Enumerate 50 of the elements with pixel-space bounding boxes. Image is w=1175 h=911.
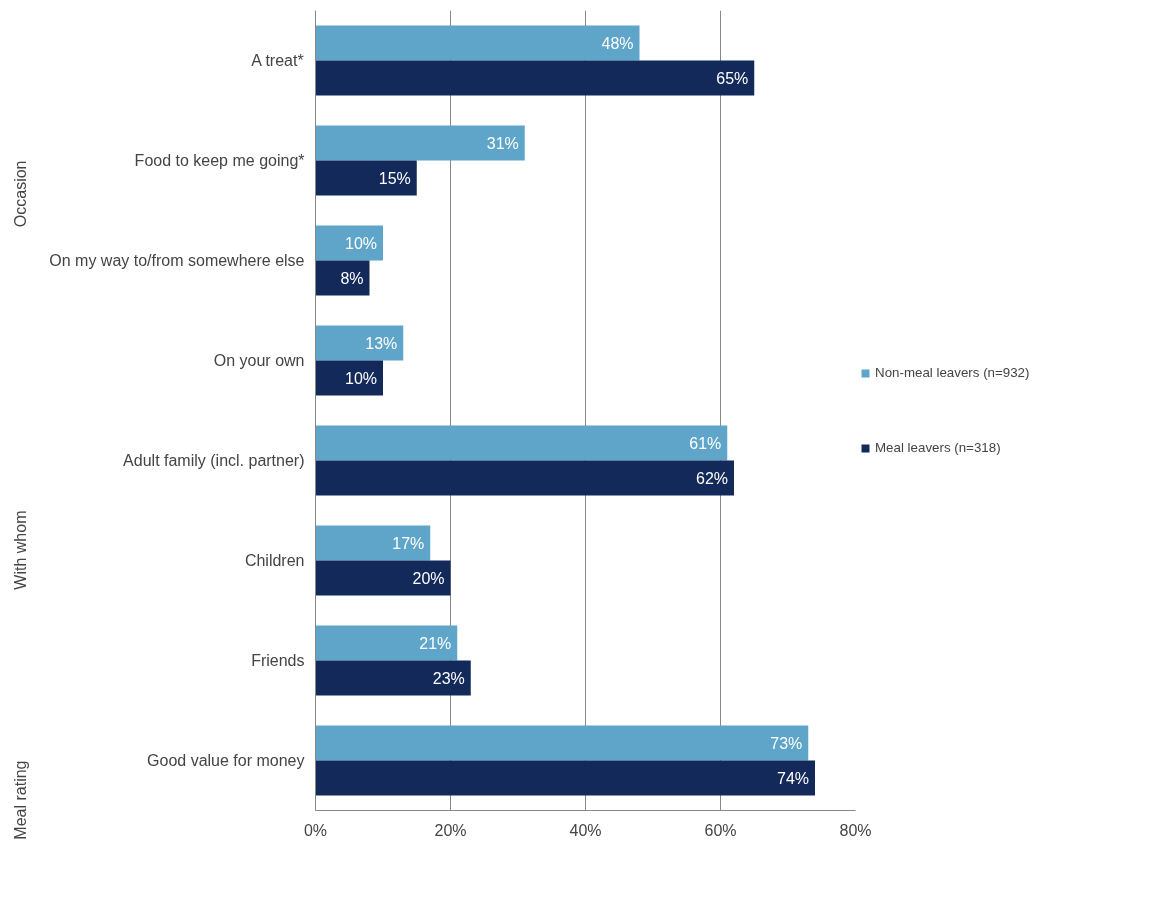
data-label: 48% (601, 34, 634, 52)
data-label: 73% (770, 734, 803, 752)
y-tick-label: Children (244, 552, 305, 569)
data-label: 23% (432, 669, 465, 687)
text: Occasion (12, 160, 29, 228)
legend-label: Meal leavers (n=318) (875, 440, 1001, 455)
bar (315, 660, 471, 696)
bar (315, 225, 383, 261)
data-label: 8% (340, 269, 364, 287)
y-tick-label: Good value for money (147, 752, 305, 769)
legend-label: Non-meal leavers (n=932) (875, 365, 1030, 380)
data-label: 61% (689, 434, 722, 452)
x-tick-label: 40% (569, 821, 602, 839)
bar (315, 460, 734, 496)
bar (315, 560, 451, 596)
bar (315, 160, 417, 196)
y-tick-label: Adult family (incl. partner) (123, 452, 305, 469)
data-label: 10% (344, 369, 378, 387)
data-label: 74% (776, 769, 810, 787)
bar (315, 325, 404, 361)
bar (315, 60, 755, 96)
bar (315, 425, 728, 461)
data-label: 21% (419, 634, 452, 652)
bar (315, 360, 383, 396)
data-label: 20% (412, 569, 445, 587)
data-label: 13% (365, 334, 398, 352)
data-label: 10% (344, 234, 378, 252)
data-label: 17% (392, 534, 425, 552)
bar (315, 725, 809, 761)
text: With whom (12, 510, 29, 590)
y-tick-label: A treat* (251, 52, 304, 69)
y-tick-label: On your own (213, 352, 305, 369)
y-tick-label: On my way to/from somewhere else (49, 252, 305, 269)
text: Meal rating (12, 760, 29, 840)
x-tick-label: 0% (303, 821, 328, 839)
x-tick-label: 80% (839, 821, 872, 839)
bar (315, 525, 431, 561)
bar (315, 25, 640, 61)
x-tick-label: 20% (434, 821, 467, 839)
bar (315, 260, 370, 296)
data-label: 65% (716, 69, 749, 87)
bar (315, 625, 458, 661)
bar (315, 125, 525, 161)
data-label: 31% (486, 134, 519, 152)
bar (315, 760, 815, 796)
y-tick-label: Food to keep me going* (134, 152, 305, 169)
data-label: 62% (695, 469, 729, 487)
data-label: 15% (378, 169, 411, 187)
y-tick-label: Friends (251, 652, 305, 669)
x-tick-label: 60% (704, 821, 737, 839)
